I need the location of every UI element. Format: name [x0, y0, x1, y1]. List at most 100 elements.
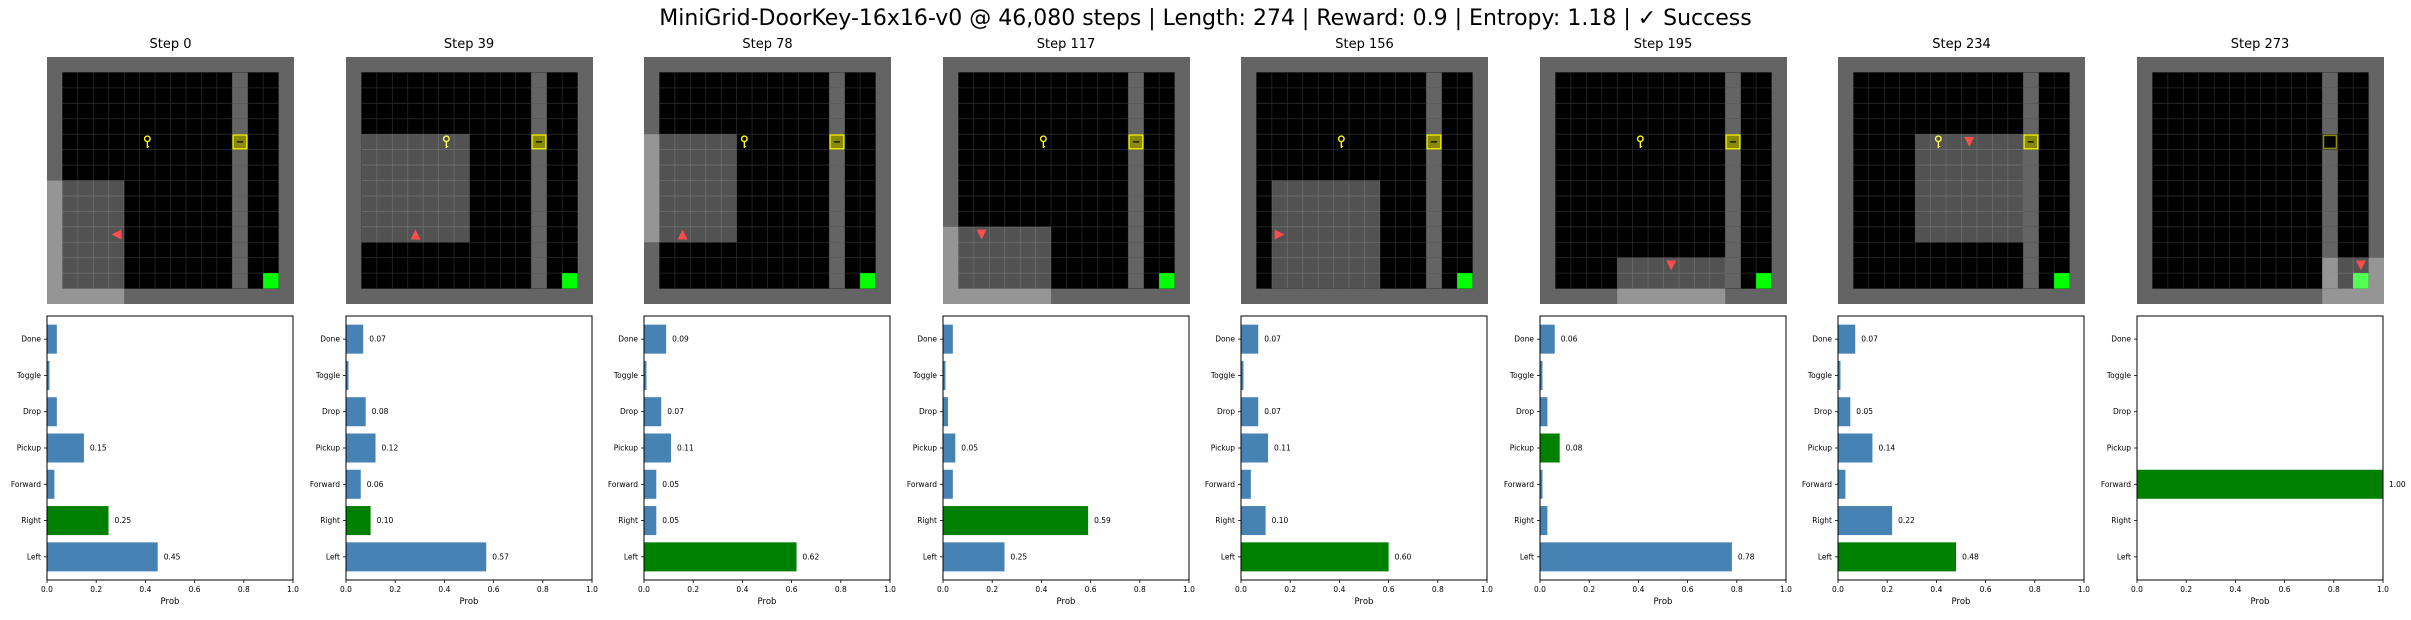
x-axis-label: Prob [2250, 597, 2269, 607]
x-tick-label: 0.6 [786, 585, 798, 594]
x-tick-label: 0.8 [238, 585, 250, 594]
prob-bar [1838, 542, 1956, 571]
action-tick-label: Toggle [314, 371, 340, 380]
x-tick-label: 1.0 [287, 585, 299, 594]
action-tick-label: Drop [1814, 407, 1832, 416]
wall-tile [1426, 196, 1441, 211]
prob-bar [943, 470, 953, 499]
action-tick-label: Done [320, 335, 340, 344]
action-tick-label: Left [325, 552, 339, 561]
wall-tile [2322, 211, 2337, 226]
x-tick-label: 0.0 [1534, 585, 1546, 594]
wall-tile [1725, 181, 1740, 196]
goal-tile [1457, 273, 1472, 288]
action-tick-label: Drop [2112, 407, 2130, 416]
wall-tile [531, 196, 546, 211]
x-tick-label: 0.8 [1432, 585, 1444, 594]
wall-tile [1725, 72, 1740, 87]
action-tick-label: Right [618, 516, 638, 525]
x-tick-label: 0.4 [1035, 585, 1047, 594]
prob-bar [1540, 397, 1547, 426]
prob-bar [1838, 397, 1850, 426]
action-tick-label: Forward [1802, 480, 1832, 489]
prob-value-label: 0.11 [1274, 444, 1291, 453]
wall-tile [2023, 181, 2038, 196]
wall-tile [531, 181, 546, 196]
wall-tile [232, 211, 247, 226]
wall-tile [2023, 273, 2038, 288]
action-tick-label: Forward [1503, 480, 1533, 489]
wall-tile [2322, 242, 2337, 257]
x-tick-label: 0.8 [536, 585, 548, 594]
x-tick-label: 0.4 [1930, 585, 1942, 594]
wall-tile [1128, 165, 1143, 180]
wall-tile [829, 88, 844, 103]
wall-tile [1725, 196, 1740, 211]
prob-value-label: 0.05 [961, 444, 978, 453]
goal-tile [2054, 273, 2069, 288]
wall-tile [1128, 227, 1143, 242]
action-tick-label: Left [922, 552, 936, 561]
action-tick-label: Toggle [1508, 371, 1534, 380]
wall-tile [1725, 103, 1740, 118]
wall-tile [2322, 165, 2337, 180]
wall-tile [829, 273, 844, 288]
env-grid-view [644, 57, 891, 304]
agent-view-highlight [1272, 181, 1380, 289]
action-tick-label: Forward [906, 480, 936, 489]
axes-frame [943, 316, 1189, 580]
wall-tile [1426, 211, 1441, 226]
prob-value-label: 0.06 [1560, 335, 1577, 344]
wall-tile [1426, 181, 1441, 196]
wall-tile [1725, 88, 1740, 103]
wall-tile [232, 196, 247, 211]
wall-tile [232, 181, 247, 196]
wall-tile [1426, 273, 1441, 288]
agent-view-highlight [2322, 258, 2384, 304]
wall-tile [531, 119, 546, 134]
wall-tile [1426, 150, 1441, 165]
action-tick-label: Pickup [1211, 444, 1235, 453]
wall-tile [2322, 181, 2337, 196]
agent-view-highlight [644, 134, 737, 242]
x-tick-label: 0.6 [1681, 585, 1693, 594]
agent-view-highlight [47, 181, 124, 305]
wall-tile [2023, 196, 2038, 211]
wall-tile [531, 72, 546, 87]
wall-tile [2023, 119, 2038, 134]
wall-tile [1128, 103, 1143, 118]
prob-bar [1838, 506, 1892, 535]
goal-tile [263, 273, 278, 288]
step-title: Step 195 [1540, 37, 1787, 52]
prob-bar [644, 397, 661, 426]
prob-bar [2137, 470, 2383, 499]
wall-tile [2322, 227, 2337, 242]
x-tick-label: 0.4 [1333, 585, 1345, 594]
x-axis-label: Prob [161, 597, 180, 607]
plot-area [1241, 325, 1389, 572]
prob-bar [346, 470, 361, 499]
wall-tile [2023, 258, 2038, 273]
wall-tile [232, 273, 247, 288]
wall-tile [2023, 72, 2038, 87]
agent-view-highlight [361, 134, 469, 242]
wall-tile [1426, 165, 1441, 180]
x-axis-label: Prob [1653, 597, 1672, 607]
wall-tile [829, 103, 844, 118]
wall-tile [1725, 258, 1740, 273]
wall-tile [1426, 119, 1441, 134]
prob-bar [943, 433, 955, 462]
x-tick-label: 1.0 [1183, 585, 1195, 594]
prob-bar [47, 433, 84, 462]
action-tick-label: Drop [1217, 407, 1235, 416]
plot-area [2137, 470, 2383, 499]
wall-tile [829, 150, 844, 165]
x-tick-label: 0.2 [389, 585, 401, 594]
action-tick-label: Left [1221, 552, 1235, 561]
action-tick-label: Right [1812, 516, 1832, 525]
x-axis-label: Prob [1056, 597, 1075, 607]
prob-value-label: 0.25 [1010, 552, 1027, 561]
action-tick-label: Right [21, 516, 41, 525]
